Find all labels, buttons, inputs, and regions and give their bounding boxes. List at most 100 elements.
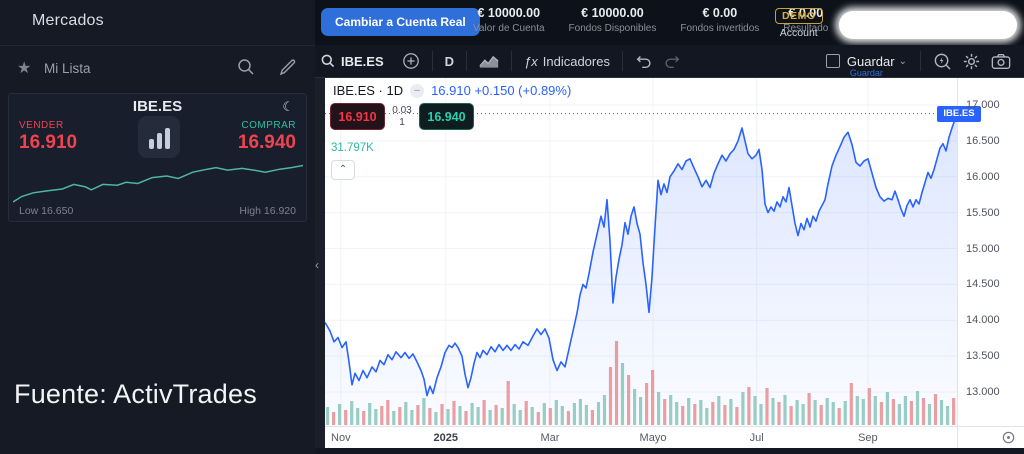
price-chart[interactable] — [325, 78, 957, 426]
time-axis-label: Sep — [858, 432, 878, 444]
spread-info: 0.03 1 — [385, 105, 419, 129]
sell-label: VENDER — [19, 120, 64, 131]
sparkline-chart — [13, 164, 303, 203]
spread-value: 0.03 — [392, 104, 412, 116]
price-axis-label: 13.000 — [966, 386, 1000, 398]
time-axis[interactable]: Nov 2025 Mar Mayo Jul Sep — [325, 426, 957, 448]
account-metric: € 0.00 Resultado — [783, 6, 828, 34]
axis-corner — [957, 426, 1024, 448]
save-checkbox[interactable] — [825, 54, 840, 68]
legend-minimize-icon[interactable]: – — [410, 83, 425, 98]
chart-type-icon[interactable] — [474, 53, 504, 69]
time-axis-label: 2025 — [433, 432, 458, 444]
save-tooltip: Guardar — [849, 67, 883, 78]
settings-gear-icon[interactable] — [957, 52, 986, 71]
save-label: Guardar — [846, 53, 895, 69]
edit-pencil-icon[interactable] — [278, 57, 300, 79]
price-axis-label: 17.000 — [966, 99, 1000, 111]
redacted-account-info — [839, 11, 1017, 39]
undo-icon[interactable] — [630, 53, 658, 69]
buy-order-button[interactable]: 16.940 — [419, 103, 474, 130]
price-axis[interactable]: IBE.ES 17.000 16.500 16.000 15.500 15.000 14.… — [937, 78, 1024, 426]
buy-label: COMPRAR — [241, 120, 296, 131]
symbol-search-value: IBE.ES — [341, 53, 384, 69]
metric-label: Fondos invertidos — [680, 23, 760, 34]
symbol-search[interactable]: IBE.ES — [315, 53, 389, 69]
switch-to-real-account-button[interactable]: Cambiar a Cuenta Real — [321, 8, 480, 36]
indicators-label: Indicadores — [542, 53, 610, 69]
interval-value: D — [444, 53, 455, 69]
search-icon — [321, 54, 335, 68]
source-caption: Fuente: ActivTrades — [14, 379, 257, 409]
bar-chart-icon[interactable] — [138, 116, 180, 158]
day-low: Low 16.650 — [19, 205, 74, 217]
chart-legend: IBE.ES · 1D – 16.910 +0.150 (+0.89%) — [333, 83, 571, 98]
scale-target-icon[interactable] — [1001, 430, 1016, 445]
metric-value: € 10000.00 — [477, 6, 541, 20]
price-axis-label: 16.000 — [966, 170, 1000, 183]
fx-icon: ƒx — [524, 53, 538, 69]
sidebar-title: Mercados — [32, 12, 104, 29]
demo-badge: DEMO — [775, 8, 823, 24]
order-buttons: 16.910 0.03 1 16.940 — [330, 103, 474, 130]
metric-label: Resultado — [783, 23, 829, 34]
time-axis-label: Mayo — [639, 432, 667, 444]
watchlist-label: Mi Lista — [44, 61, 91, 76]
chart-toolbar: IBE.ES D ƒx Indicadores Guardar — [315, 45, 1024, 78]
time-axis-label: Jul — [749, 432, 764, 444]
sell-quote[interactable]: VENDER 16.910 — [19, 120, 129, 154]
price-axis-label: 14.000 — [966, 314, 1000, 327]
watchlist-header: ★ Mi Lista — [0, 55, 315, 85]
quick-search-icon[interactable] — [928, 52, 957, 71]
search-icon[interactable] — [236, 57, 258, 79]
price-axis-label: 13.500 — [966, 350, 1000, 363]
price-chart-plot[interactable]: IBE.ES · 1D – 16.910 +0.150 (+0.89%) 16.… — [325, 78, 957, 426]
sidebar-collapse-gutter: ‹ — [315, 78, 325, 448]
moon-icon: ☾ — [282, 99, 294, 114]
day-high: High 16.920 — [239, 205, 296, 217]
indicators-button[interactable]: ƒx Indicadores — [519, 54, 615, 69]
time-axis-label: Mar — [540, 432, 560, 444]
account-bar: Cambiar a Cuenta Real € 10000.00 Valor de… — [315, 0, 1024, 45]
price-axis-label: 15.000 — [966, 242, 1000, 255]
interval-selector[interactable]: D — [440, 54, 459, 69]
save-layout-button[interactable]: Guardar Guardar — [825, 53, 895, 78]
legend-quote: 16.910 +0.150 (+0.89%) — [431, 83, 572, 98]
redo-icon[interactable] — [658, 53, 686, 69]
account-metric: € 0.00 Fondos invertidos — [680, 6, 759, 34]
price-axis-label: 14.500 — [966, 278, 1000, 291]
divider — [0, 45, 315, 46]
chevron-down-icon[interactable]: ⌄ — [898, 55, 907, 67]
price-axis-label: 15.500 — [966, 206, 1000, 219]
sell-order-button[interactable]: 16.910 — [330, 103, 385, 130]
collapse-sidebar-icon[interactable]: ‹ — [315, 258, 319, 272]
day-range: Low 16.650 High 16.920 — [19, 205, 296, 217]
buy-price: 16.940 — [237, 132, 296, 153]
instrument-card[interactable]: IBE.ES ☾ VENDER 16.910 COMPRAR 16.940 Lo… — [8, 93, 307, 222]
metric-label: Valor de Cuenta — [473, 23, 545, 34]
metric-value: € 0.00 — [702, 6, 738, 20]
window-bottom-strip — [315, 448, 1024, 454]
star-icon: ★ — [17, 60, 32, 77]
demo-account-label: Account — [779, 27, 818, 39]
instrument-symbol: IBE.ES — [132, 98, 183, 115]
time-axis-label: Nov — [331, 432, 351, 444]
account-metrics: € 10000.00 Valor de Cuenta € 10000.00 Fondo… — [473, 6, 828, 34]
chart-area: ‹ IBE.ES · 1D – 16.910 +0.150 (+0.89%) 1… — [315, 78, 1024, 454]
metric-value: € 0.00 — [788, 6, 824, 20]
lot-size: 1 — [399, 116, 405, 128]
volume-legend: 31.797K — [331, 142, 374, 154]
markets-sidebar: Mercados ★ Mi Lista IBE.ES ☾ VENDER 16.9… — [0, 0, 315, 454]
compare-add-icon[interactable] — [397, 52, 425, 70]
account-metric: € 10000.00 Valor de Cuenta — [473, 6, 545, 34]
buy-quote[interactable]: COMPRAR 16.940 — [186, 120, 296, 154]
price-axis-label: 16.500 — [966, 134, 1000, 147]
legend-symbol: IBE.ES · 1D — [333, 83, 404, 98]
collapse-panel-icon[interactable]: ⌃ — [331, 160, 355, 180]
account-metric: € 10000.00 Fondos Disponibles — [569, 6, 657, 34]
screenshot-camera-icon[interactable] — [986, 53, 1016, 70]
sell-price: 16.910 — [19, 132, 78, 153]
metric-value: € 10000.00 — [581, 6, 644, 20]
symbol-price-tag: IBE.ES — [937, 105, 981, 122]
